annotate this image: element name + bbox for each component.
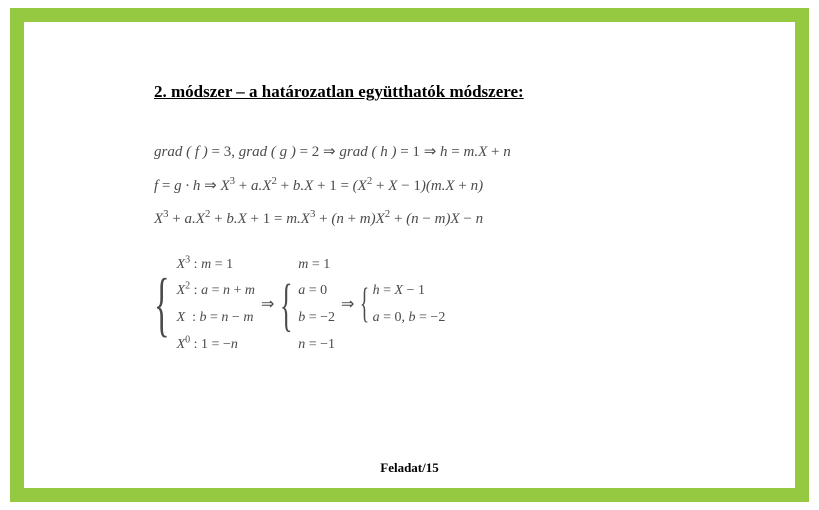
sys3-row1: h = X − 1 xyxy=(373,279,446,303)
brace-left-1: { xyxy=(154,272,170,337)
sys3-row2: a = 0, b = −2 xyxy=(373,306,446,330)
system-3: { h = X − 1 a = 0, b = −2 xyxy=(360,279,445,330)
system-2: { m = 1 a = 0 b = −2 n = −1 xyxy=(280,253,335,357)
slide-heading: 2. módszer – a határozatlan együtthatók … xyxy=(154,82,714,102)
math-line-1: grad ( f ) = 3, grad ( g ) = 2 ⇒ grad ( … xyxy=(154,140,714,166)
brace-left-3: { xyxy=(360,286,369,324)
slide-footer: Feladat/15 xyxy=(24,460,795,476)
sys1-row3: X : b = n − m xyxy=(177,306,255,330)
math-derivation: grad ( f ) = 3, grad ( g ) = 2 ⇒ grad ( … xyxy=(154,140,714,233)
slide-frame: 2. módszer – a határozatlan együtthatók … xyxy=(10,8,809,502)
math-line-3: X3 + a.X2 + b.X + 1 = m.X3 + (n + m)X2 +… xyxy=(154,207,714,233)
math-line-2: f = g · h ⇒ X3 + a.X2 + b.X + 1 = (X2 + … xyxy=(154,174,714,200)
implies-arrow-2: ⇒ xyxy=(341,291,354,318)
implies-arrow-1: ⇒ xyxy=(261,291,274,318)
content-area: 2. módszer – a határozatlan együtthatók … xyxy=(154,82,714,357)
sys1-row2: X2 : a = n + m xyxy=(177,279,255,303)
sys1-row4: X0 : 1 = −n xyxy=(177,333,255,357)
sys2-row4: n = −1 xyxy=(298,333,335,357)
brace-left-2: { xyxy=(280,279,293,331)
sys2-row1: m = 1 xyxy=(298,253,335,277)
sys1-row1: X3 : m = 1 xyxy=(177,253,255,277)
system-1: { X3 : m = 1 X2 : a = n + m X : b = n − … xyxy=(154,253,255,357)
sys2-row3: b = −2 xyxy=(298,306,335,330)
sys2-row2: a = 0 xyxy=(298,279,335,303)
equation-systems: { X3 : m = 1 X2 : a = n + m X : b = n − … xyxy=(154,253,714,357)
